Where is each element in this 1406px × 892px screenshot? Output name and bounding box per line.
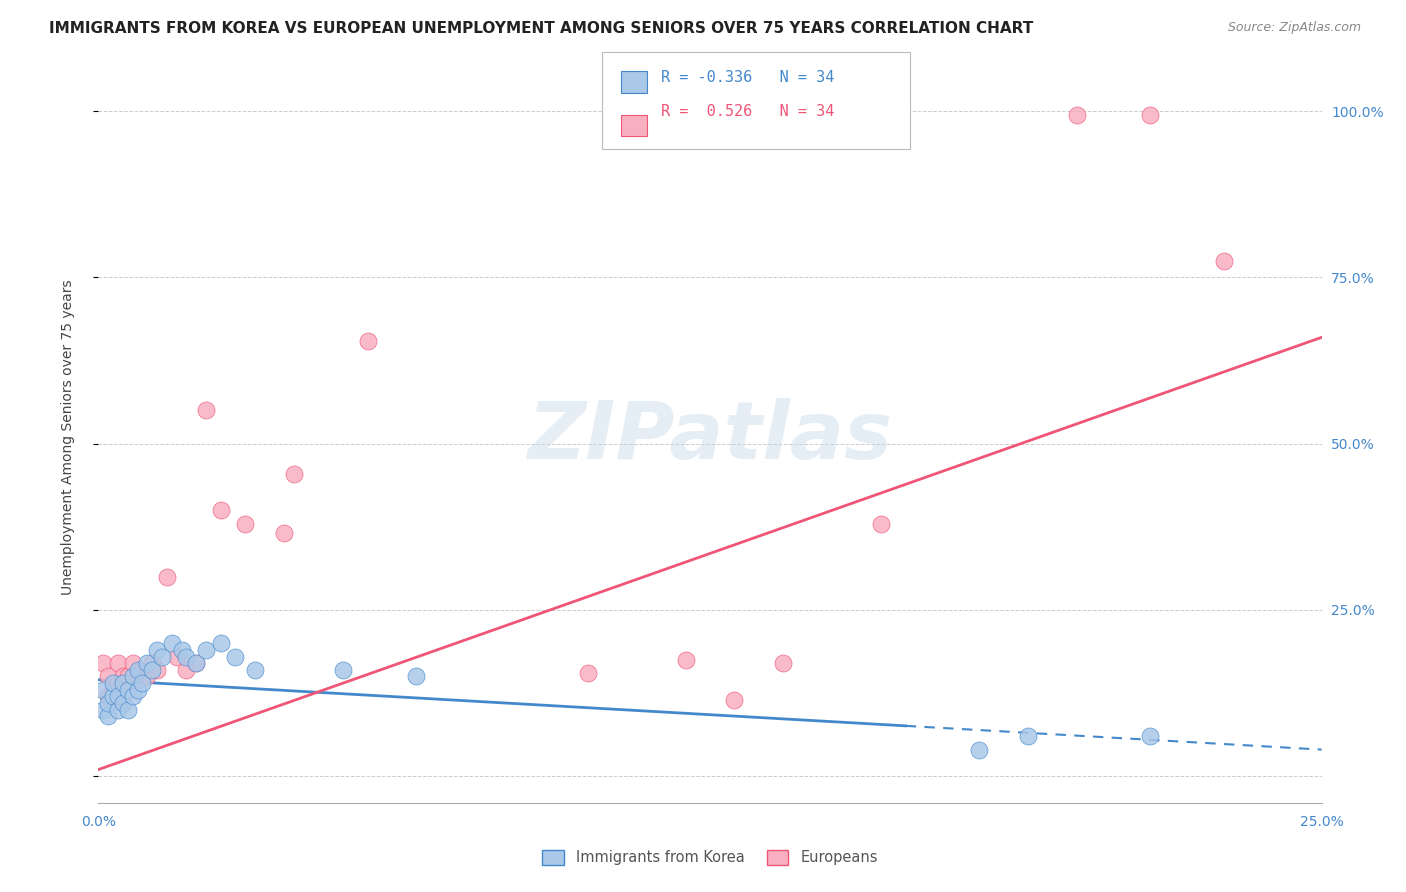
Point xyxy=(117,682,139,697)
Point xyxy=(107,690,129,704)
Point xyxy=(121,656,143,670)
Text: ZIPatlas: ZIPatlas xyxy=(527,398,893,476)
Point xyxy=(150,649,173,664)
Point xyxy=(111,696,134,710)
Point xyxy=(209,636,232,650)
Point xyxy=(131,663,153,677)
Point xyxy=(97,690,120,704)
Point xyxy=(224,649,246,664)
Point xyxy=(111,676,134,690)
Point xyxy=(405,669,427,683)
Point xyxy=(117,669,139,683)
Point xyxy=(156,570,179,584)
Point xyxy=(870,516,893,531)
Point xyxy=(1139,107,1161,121)
Point xyxy=(127,663,149,677)
Point xyxy=(111,696,134,710)
Point xyxy=(107,703,129,717)
Text: R = -0.336   N = 34: R = -0.336 N = 34 xyxy=(661,70,834,85)
Point xyxy=(273,526,295,541)
Point xyxy=(136,669,159,683)
Text: IMMIGRANTS FROM KOREA VS EUROPEAN UNEMPLOYMENT AMONG SENIORS OVER 75 YEARS CORRE: IMMIGRANTS FROM KOREA VS EUROPEAN UNEMPL… xyxy=(49,21,1033,36)
Point xyxy=(195,403,218,417)
Point xyxy=(356,334,378,348)
Point xyxy=(176,663,198,677)
Point xyxy=(772,656,794,670)
Point xyxy=(91,656,114,670)
Point xyxy=(176,649,198,664)
Point xyxy=(111,669,134,683)
Point xyxy=(160,636,183,650)
Point xyxy=(146,643,169,657)
Point xyxy=(1017,729,1039,743)
Point xyxy=(1066,107,1088,121)
Legend: Immigrants from Korea, Europeans: Immigrants from Korea, Europeans xyxy=(543,849,877,865)
Point xyxy=(91,682,114,697)
Y-axis label: Unemployment Among Seniors over 75 years: Unemployment Among Seniors over 75 years xyxy=(60,279,75,595)
Point xyxy=(209,503,232,517)
Point xyxy=(243,663,266,677)
Point xyxy=(141,663,163,677)
Point xyxy=(186,656,208,670)
Point xyxy=(166,649,188,664)
Point xyxy=(101,682,124,697)
Point xyxy=(170,643,193,657)
Point xyxy=(675,653,697,667)
Point xyxy=(967,742,990,756)
Point xyxy=(121,690,143,704)
Point xyxy=(136,656,159,670)
Point xyxy=(101,676,124,690)
Point xyxy=(186,656,208,670)
Point xyxy=(195,643,218,657)
Point xyxy=(283,467,305,481)
Point xyxy=(101,690,124,704)
Text: Source: ZipAtlas.com: Source: ZipAtlas.com xyxy=(1227,21,1361,34)
Point xyxy=(146,663,169,677)
Point xyxy=(107,676,129,690)
Point xyxy=(121,669,143,683)
Point xyxy=(97,696,120,710)
Point xyxy=(127,676,149,690)
Point xyxy=(332,663,354,677)
Point xyxy=(117,703,139,717)
Point xyxy=(233,516,256,531)
Text: R =  0.526   N = 34: R = 0.526 N = 34 xyxy=(661,104,834,120)
Point xyxy=(723,692,745,706)
Point xyxy=(91,703,114,717)
Point xyxy=(97,669,120,683)
Point xyxy=(121,676,143,690)
Point xyxy=(141,656,163,670)
Point xyxy=(576,666,599,681)
Point xyxy=(131,676,153,690)
Point xyxy=(107,656,129,670)
Point xyxy=(127,682,149,697)
Point xyxy=(97,709,120,723)
Point xyxy=(1212,253,1234,268)
Point xyxy=(1139,729,1161,743)
